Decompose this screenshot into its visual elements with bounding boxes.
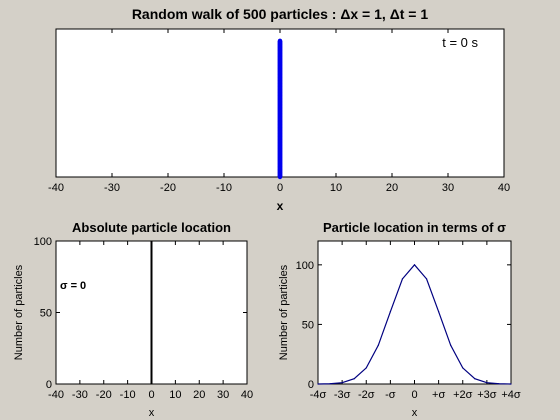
x-tick-label: +3σ [477, 389, 497, 401]
chart-annotation: t = 0 s [442, 35, 478, 50]
x-axis-label: x [277, 199, 284, 213]
y-tick-label: 0 [308, 379, 314, 391]
chart-annotation: σ = 0 [60, 280, 86, 292]
y-axis-label: Number of particles [13, 264, 25, 360]
particle-point [277, 38, 283, 44]
chart-title: Absolute particle location [72, 220, 231, 235]
distribution-point [425, 278, 428, 280]
distribution-point [413, 264, 416, 266]
x-tick-label: -10 [120, 389, 136, 401]
x-tick-label: -40 [48, 389, 64, 401]
distribution-point [317, 383, 319, 385]
x-tick-label: +σ [432, 389, 445, 401]
distribution-point [450, 344, 452, 346]
x-tick-label: 10 [169, 389, 181, 401]
chart-top: Random walk of 500 particles : Δx = 1, Δ… [48, 6, 510, 213]
y-tick-label: 100 [34, 236, 52, 248]
x-tick-label: 40 [498, 182, 510, 194]
chart-title: Random walk of 500 particles : Δx = 1, Δ… [132, 6, 429, 22]
x-tick-label: -30 [104, 182, 120, 194]
distribution-point [486, 382, 488, 384]
x-tick-label: +2σ [453, 389, 473, 401]
x-axis-label: x [149, 407, 155, 419]
distribution-point [353, 378, 355, 380]
x-tick-label: 10 [330, 182, 342, 194]
y-tick-label: 50 [40, 308, 52, 320]
x-tick-label: -10 [216, 182, 232, 194]
distribution-point [510, 383, 512, 385]
x-tick-label: 40 [241, 389, 253, 401]
distribution-point [389, 311, 391, 313]
x-tick-label: 20 [386, 182, 398, 194]
distribution-point [498, 383, 500, 385]
x-tick-label: -4σ [310, 389, 327, 401]
x-tick-label: -40 [48, 182, 64, 194]
x-tick-label: +4σ [501, 389, 521, 401]
distribution-point [341, 382, 343, 384]
chart-title: Particle location in terms of σ [323, 220, 506, 235]
x-tick-label: 30 [217, 389, 229, 401]
x-tick-label: -20 [160, 182, 176, 194]
y-tick-label: 100 [296, 260, 314, 272]
distribution-point [377, 344, 379, 346]
x-tick-label: -2σ [358, 389, 375, 401]
distribution-point [438, 311, 440, 313]
distribution-point [365, 367, 367, 369]
y-tick-label: 0 [46, 379, 52, 391]
x-tick-label: -3σ [334, 389, 351, 401]
distribution-point [462, 367, 464, 369]
x-tick-label: 30 [442, 182, 454, 194]
x-tick-label: 0 [277, 182, 283, 194]
x-tick-label: -20 [96, 389, 112, 401]
x-tick-label: 0 [411, 389, 417, 401]
plot-area [317, 240, 512, 385]
x-tick-label: 0 [148, 389, 154, 401]
distribution-point [474, 378, 476, 380]
x-tick-label: -30 [72, 389, 88, 401]
distribution-point [401, 278, 404, 280]
distribution-point [329, 383, 331, 385]
chart-bottom-right: Particle location in terms of σ -4σ -3σ -2σ… [278, 220, 521, 419]
y-tick-label: 50 [302, 319, 314, 331]
chart-bottom-left: Absolute particle location -40 -30 -20 -10 0 1… [13, 220, 253, 419]
x-axis-label: x [412, 407, 418, 419]
y-axis-label: Number of particles [278, 264, 290, 360]
x-tick-label: 20 [193, 389, 205, 401]
x-tick-label: -σ [385, 389, 396, 401]
